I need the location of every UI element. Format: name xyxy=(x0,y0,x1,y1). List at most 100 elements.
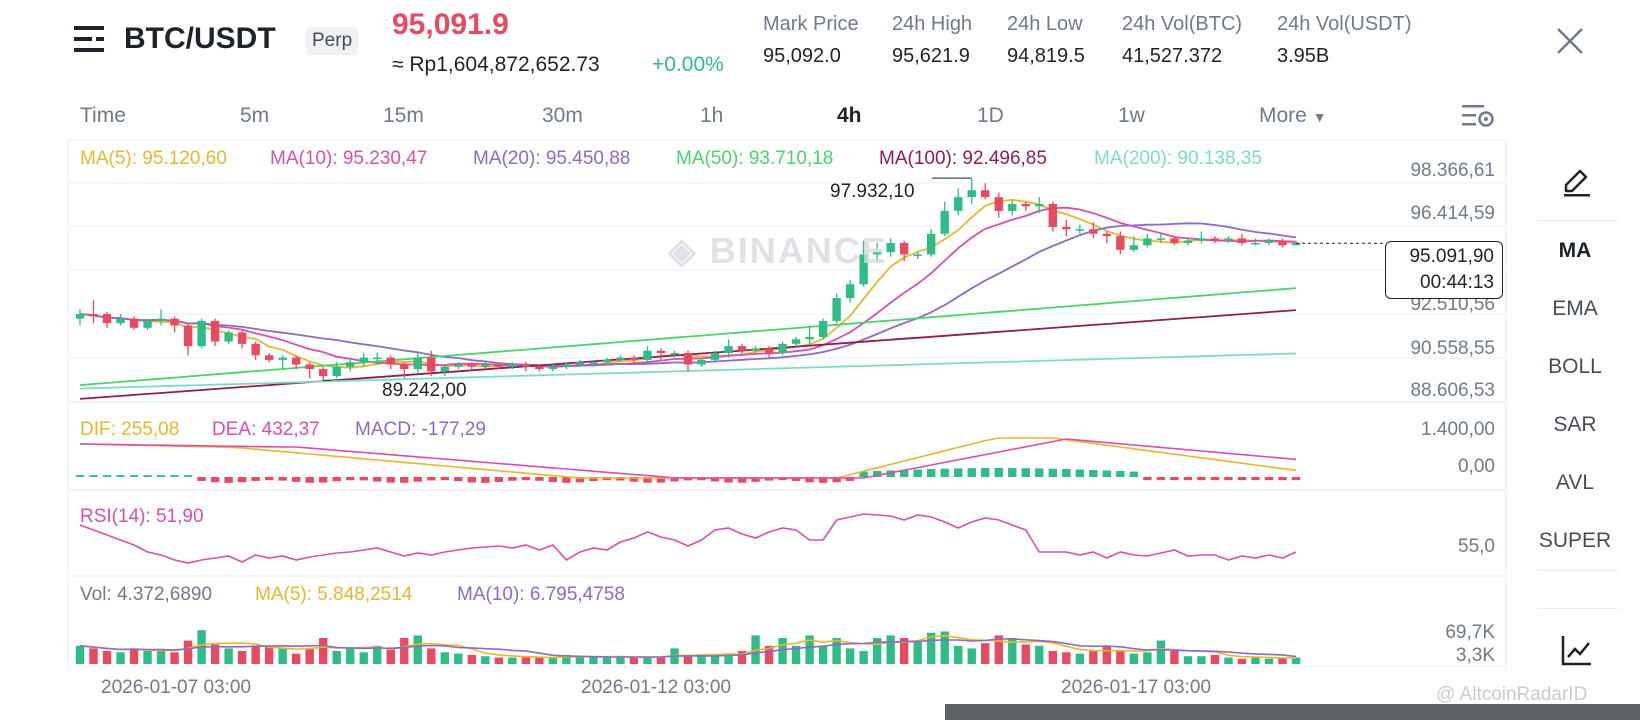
candle xyxy=(494,364,504,367)
volume-bar xyxy=(386,649,395,664)
macd-value-legend: MACD: -177,29 xyxy=(355,419,486,440)
volume-bar xyxy=(818,645,828,664)
volume-bar xyxy=(454,653,463,664)
macd-bar xyxy=(981,468,990,477)
candle xyxy=(237,332,247,344)
candle xyxy=(156,318,166,321)
macd-bar xyxy=(859,471,868,477)
current-price-value: 95.091,90 xyxy=(1409,246,1494,267)
tab-4h[interactable]: 4h xyxy=(837,104,862,127)
sidebar-item-boll[interactable]: BOLL xyxy=(1548,355,1602,378)
macd-bar xyxy=(102,475,112,477)
candle xyxy=(724,346,733,354)
tab-15m[interactable]: 15m xyxy=(383,104,424,127)
macd-bar xyxy=(427,477,436,481)
candle xyxy=(183,325,193,347)
bottom-scrollbar[interactable] xyxy=(945,704,1640,720)
stat-label: 24h Vol(USDT) xyxy=(1277,13,1412,35)
volume-bar xyxy=(1156,640,1166,664)
sidebar-item-ema[interactable]: EMA xyxy=(1552,297,1598,320)
macd-bar xyxy=(927,469,936,477)
macd-bar xyxy=(548,477,558,483)
tab-more[interactable]: More ▼ xyxy=(1259,104,1327,128)
ma50-legend: MA(50): 93.710,18 xyxy=(676,148,834,169)
chart-settings-icon[interactable] xyxy=(1462,102,1494,130)
candle xyxy=(1075,229,1085,231)
sidebar-item-avl[interactable]: AVL xyxy=(1555,471,1595,494)
tab-5m[interactable]: 5m xyxy=(240,104,270,127)
macd-bar xyxy=(1089,469,1098,477)
volume-bar xyxy=(264,647,274,664)
macd-bar xyxy=(805,477,814,483)
macd-bar xyxy=(1251,477,1260,481)
macd-dea-legend: DEA: 432,37 xyxy=(212,419,320,440)
close-icon[interactable] xyxy=(1555,26,1585,56)
sidebar-item-sar[interactable]: SAR xyxy=(1553,413,1597,436)
candle xyxy=(305,364,314,370)
candle xyxy=(913,254,922,256)
menu-icon[interactable] xyxy=(74,24,108,54)
candle xyxy=(129,318,139,328)
macd-bar xyxy=(143,475,152,477)
candle xyxy=(1008,203,1017,211)
candle xyxy=(89,314,98,317)
candle xyxy=(845,284,855,298)
macd-bar xyxy=(643,477,652,483)
candle xyxy=(116,318,125,324)
candle xyxy=(1062,226,1071,230)
volume-bar xyxy=(143,651,152,664)
indicator-chart-icon[interactable] xyxy=(1560,633,1594,667)
macd-bar xyxy=(1021,468,1030,477)
symbol-title[interactable]: BTC/USDT xyxy=(124,22,276,55)
volume-bar xyxy=(237,651,247,664)
volume-bar xyxy=(602,657,612,664)
tab-30m[interactable]: 30m xyxy=(542,104,583,127)
stat-value: 95,092.0 xyxy=(763,45,841,67)
macd-bar xyxy=(1075,469,1085,477)
volume-bar xyxy=(548,657,558,664)
candle xyxy=(373,357,382,360)
candle xyxy=(102,314,112,324)
rsi-y-tick: 55,0 xyxy=(1458,536,1495,557)
caret-down-icon: ▼ xyxy=(1312,109,1327,125)
volume-bar xyxy=(737,651,747,664)
candle xyxy=(1291,242,1301,246)
macd-bar xyxy=(656,477,666,483)
pencil-icon[interactable] xyxy=(1560,163,1594,197)
tab-1h[interactable]: 1h xyxy=(700,104,724,127)
candle xyxy=(440,366,449,372)
x-axis-label: 2026-01-07 03:00 xyxy=(101,677,252,698)
tab-time[interactable]: Time xyxy=(80,104,126,127)
volume-bar xyxy=(427,648,436,664)
macd-bar xyxy=(467,477,477,483)
tab-1d[interactable]: 1D xyxy=(977,104,1004,127)
volume-bar xyxy=(940,631,949,664)
macd-bar xyxy=(913,469,922,477)
macd-bar xyxy=(940,468,949,477)
macd-bar xyxy=(1264,477,1274,481)
candle xyxy=(710,353,720,360)
candle xyxy=(467,364,477,367)
candle xyxy=(1089,229,1098,234)
candle xyxy=(643,350,652,360)
y-tick: 92.510,56 xyxy=(1410,294,1495,315)
macd-bar xyxy=(845,477,855,481)
macd-bar xyxy=(832,477,841,483)
macd-bar xyxy=(75,475,85,477)
sidebar-item-super[interactable]: SUPER xyxy=(1538,529,1612,552)
candle xyxy=(548,366,558,370)
candle xyxy=(683,353,693,365)
sidebar-divider xyxy=(1538,220,1618,221)
volume-bar xyxy=(886,635,895,664)
candle xyxy=(805,336,814,340)
candle xyxy=(589,362,598,364)
sidebar-item-ma[interactable]: MA xyxy=(1558,239,1592,262)
macd-bar xyxy=(251,477,260,481)
candle xyxy=(954,197,963,211)
macd-bar xyxy=(359,477,368,481)
macd-bar xyxy=(454,477,463,482)
macd-bar xyxy=(440,477,449,481)
tab-1w[interactable]: 1w xyxy=(1118,104,1145,127)
stat-label: Mark Price xyxy=(763,13,859,35)
